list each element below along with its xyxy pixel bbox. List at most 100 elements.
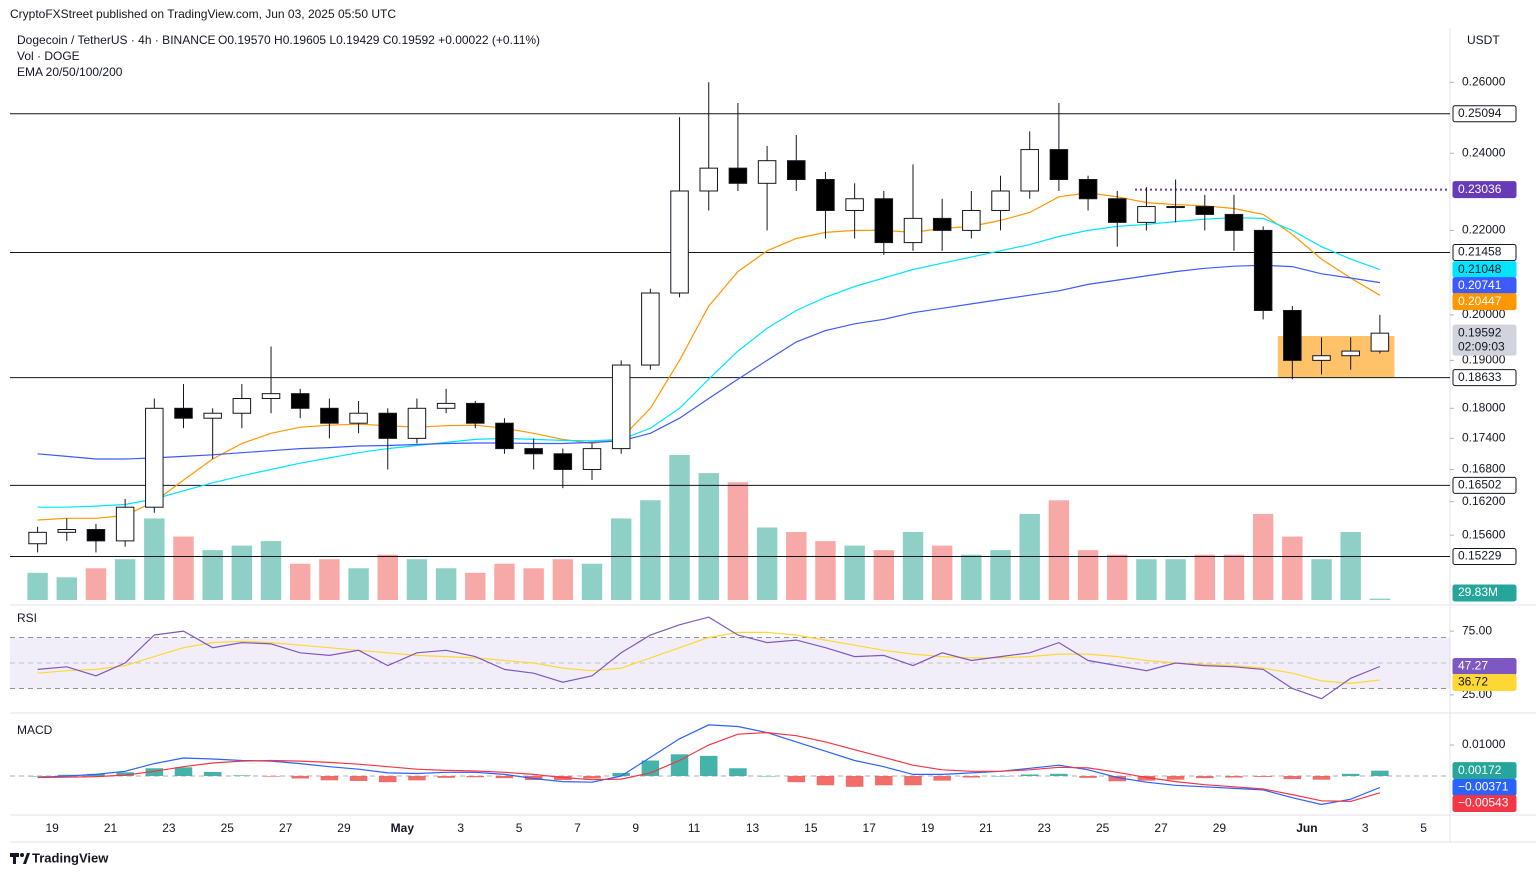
rsi-title: RSI	[17, 611, 37, 625]
volume-bar	[377, 554, 398, 600]
volume-bar	[873, 550, 895, 600]
macd-histogram-bar	[729, 768, 747, 776]
volume-bar	[319, 559, 340, 600]
candle-body	[991, 190, 1010, 211]
rsi-line	[37, 631, 1380, 685]
y-tick-label: 0.19000	[1462, 353, 1506, 367]
x-tick-label: 21	[104, 821, 118, 835]
candle-body	[757, 160, 777, 184]
macd-histogram-bar	[991, 775, 1010, 777]
y-tick-label: 0.26000	[1462, 74, 1506, 88]
macd-histogram-bar	[875, 775, 893, 786]
x-tick-label: 5	[516, 821, 523, 835]
candle-body	[1078, 179, 1098, 200]
volume-bar	[1107, 554, 1128, 600]
ema-last-label: 0.20447	[1458, 294, 1502, 308]
x-tick-label: 25	[221, 821, 235, 835]
x-tick-label: 23	[1038, 821, 1052, 835]
x-tick-label: 11	[688, 821, 701, 835]
candle-body	[524, 448, 543, 455]
volume-bar	[844, 545, 865, 600]
macd-histogram-bar	[845, 775, 864, 787]
macd-histogram-bar	[466, 775, 485, 778]
candle-body	[57, 529, 77, 533]
candle-body	[932, 217, 952, 231]
level-label-box	[1452, 369, 1517, 387]
candle-body	[1283, 309, 1302, 361]
candle-body	[1341, 350, 1360, 357]
volume-bar	[552, 559, 574, 600]
macd-line	[37, 731, 1381, 803]
macd-histogram-bar	[904, 775, 922, 786]
volume-bar	[931, 545, 953, 600]
x-tick-label: 21	[979, 821, 993, 835]
macd-histogram-bar	[1166, 775, 1185, 780]
x-tick-label: 23	[162, 821, 176, 835]
volume-bar	[494, 563, 515, 600]
volume-bar	[1048, 500, 1070, 600]
x-tick-label: Jun	[1296, 821, 1317, 835]
macd-histogram-bar	[291, 775, 309, 779]
candle-body	[320, 407, 339, 424]
macd-histogram-label-box	[1452, 762, 1517, 780]
ema-line	[37, 192, 1381, 521]
level-label-box	[1452, 548, 1517, 566]
macd-last-label: −0.00371	[1458, 780, 1509, 794]
macd-histogram-bar	[1108, 775, 1127, 782]
candle-body	[407, 407, 427, 439]
macd-histogram-bar	[1283, 775, 1302, 780]
publisher-header: CryptoFXStreet published on TradingView.…	[10, 7, 396, 21]
last-price-label: 0.19592	[1458, 325, 1502, 339]
macd-histogram-bar	[816, 775, 835, 786]
volume-bar	[902, 532, 924, 600]
rsi-tick-label: 75.00	[1462, 623, 1492, 637]
macd-histogram-label: 0.00172	[1458, 763, 1502, 777]
y-tick-label: 0.18000	[1462, 400, 1506, 414]
macd-histogram-bar	[758, 775, 776, 777]
volume-bar	[1077, 550, 1099, 600]
macd-histogram-bar	[262, 775, 280, 777]
candle-body	[1253, 229, 1273, 311]
volume-bar	[727, 482, 749, 600]
logo-stem	[13, 853, 16, 864]
candle-body	[903, 217, 923, 244]
macd-histogram-bar	[349, 775, 368, 781]
x-tick-label: 7	[574, 821, 581, 835]
macd-histogram-bar	[320, 775, 339, 781]
dotted-level-label-box	[1452, 181, 1517, 199]
ema-last-label: 0.21048	[1458, 262, 1502, 276]
macd-histogram-bar	[1312, 775, 1331, 780]
candle-body	[436, 402, 456, 409]
rsi-line	[37, 616, 1381, 700]
macd-histogram-bar	[1341, 773, 1360, 776]
candle-body	[86, 529, 106, 542]
footer-brand: TradingView	[32, 850, 109, 865]
candle-body	[1224, 213, 1244, 231]
macd-histogram-bar	[612, 772, 630, 776]
candle-body	[787, 160, 806, 181]
rsi-last-label: 47.27	[1458, 659, 1488, 673]
logo-dot	[20, 853, 24, 857]
macd-histogram-bar	[787, 775, 806, 783]
macd-tick-label: 0.01000	[1462, 737, 1506, 751]
macd-histogram-bar	[1079, 775, 1097, 778]
x-tick-label: 19	[921, 821, 935, 835]
x-tick-label: 29	[1213, 821, 1227, 835]
x-tick-label: 3	[1362, 821, 1369, 835]
candle-body	[641, 292, 660, 366]
volume-bar	[1223, 554, 1245, 600]
macd-histogram-bar	[116, 772, 134, 776]
volume-bar	[1340, 532, 1361, 600]
macd-histogram-bar	[28, 775, 47, 777]
candle-body	[1137, 206, 1156, 223]
volume-bar	[1282, 536, 1303, 600]
logo-slash	[23, 853, 30, 864]
y-tick-label: 0.15600	[1462, 527, 1506, 541]
candle-body	[115, 506, 135, 542]
level-label-box	[1452, 476, 1517, 494]
macd-histogram-bar	[203, 771, 222, 776]
ema-line	[37, 264, 1380, 460]
level-label-box	[1452, 244, 1517, 262]
level-label: 0.21458	[1458, 245, 1502, 259]
